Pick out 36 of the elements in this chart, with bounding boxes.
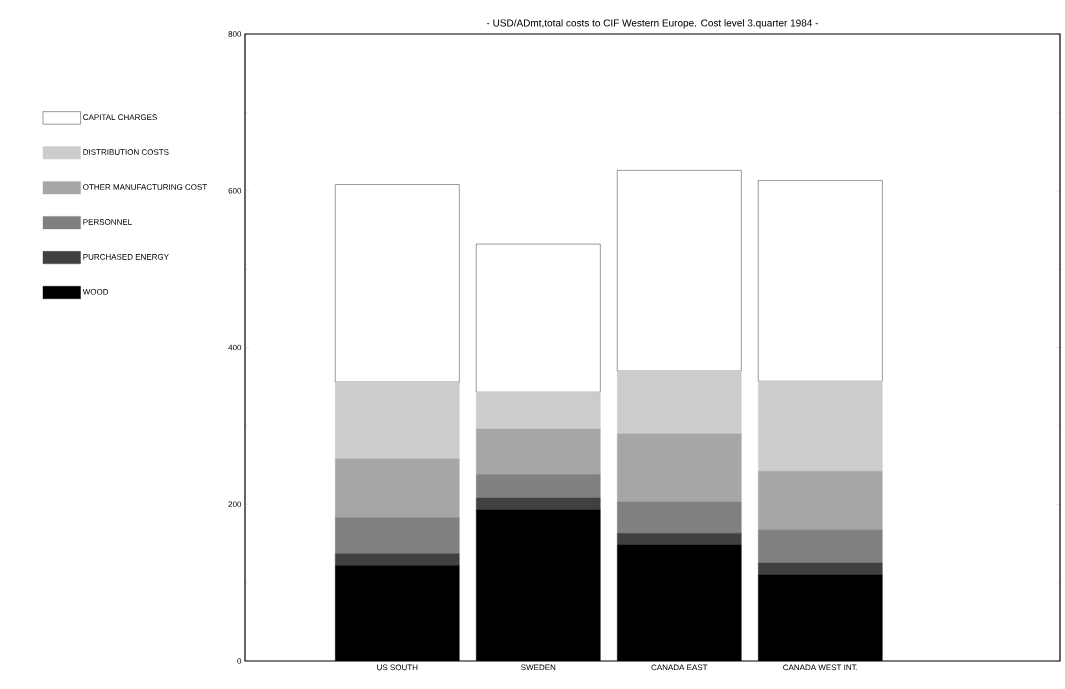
bar: [617, 170, 742, 372]
bar: [758, 562, 883, 575]
x-tick-label: US SOUTH: [377, 664, 418, 671]
bar: [476, 428, 601, 475]
bar: [758, 529, 883, 564]
y-tick-label: 400: [228, 344, 242, 351]
chart-title: - USD/ADmt,total costs to CIF Western Europe. Cost level 3.quarter 1984 -: [486, 19, 819, 29]
legend-label: OTHER MANUFACTURING COST: [83, 184, 208, 190]
bar: [617, 501, 742, 534]
bar: [476, 391, 601, 430]
bar: [617, 533, 742, 546]
bar: [335, 553, 460, 566]
bar: [335, 517, 460, 554]
legend-label: CAPITAL CHARGES: [83, 114, 157, 121]
bar: [617, 433, 742, 503]
bar: [335, 458, 460, 518]
x-tick-label: CANADA EAST: [651, 664, 708, 671]
legend-label: PURCHASED ENERGY: [83, 254, 169, 260]
bar: [758, 381, 883, 472]
bar: [758, 180, 883, 382]
y-tick-label: 200: [228, 501, 242, 508]
x-tick-label: SWEDEN: [521, 664, 556, 671]
bar: [335, 381, 460, 459]
y-tick-label: 600: [228, 187, 242, 194]
x-tick-label: CANADA WEST INT.: [783, 664, 858, 671]
y-tick-label: 0: [237, 658, 242, 664]
bar: [476, 497, 601, 510]
legend-label: WOOD: [82, 288, 109, 295]
bar: [476, 474, 601, 499]
bar: [476, 243, 601, 393]
bar: [335, 184, 460, 383]
bar: [758, 471, 883, 531]
y-tick-label: 800: [228, 31, 242, 37]
bar: [617, 370, 742, 434]
legend-label: PERSONNEL: [83, 219, 132, 225]
legend-label: DISTRIBUTION COSTS: [83, 149, 169, 155]
